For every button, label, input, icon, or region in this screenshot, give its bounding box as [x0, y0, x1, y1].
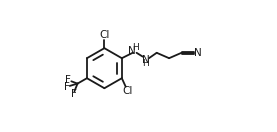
Text: H: H: [132, 43, 138, 52]
Text: H: H: [142, 59, 148, 68]
Text: F: F: [64, 82, 70, 92]
Text: N: N: [194, 48, 202, 58]
Text: N: N: [142, 55, 150, 65]
Text: F: F: [71, 89, 77, 99]
Text: Cl: Cl: [99, 30, 110, 40]
Text: N: N: [128, 46, 136, 56]
Text: F: F: [65, 75, 71, 85]
Text: Cl: Cl: [123, 86, 133, 96]
